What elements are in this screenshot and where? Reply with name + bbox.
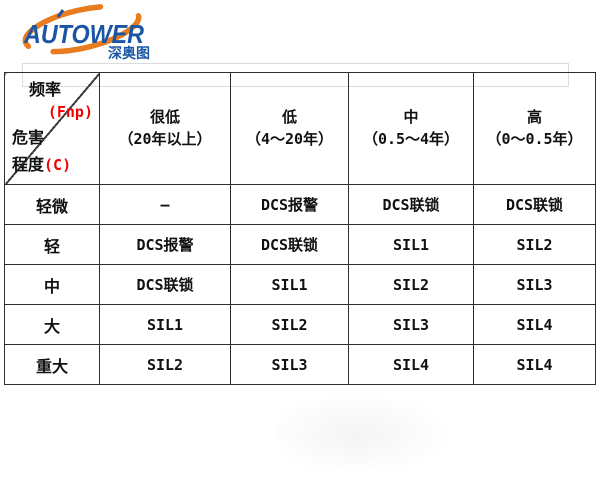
faint-watermark	[278, 398, 453, 478]
column-range: （20年以上）	[118, 129, 212, 148]
matrix-cell: SIL1	[99, 304, 231, 345]
logo-accent-mark	[56, 9, 65, 18]
matrix-cell: DCS联锁	[230, 224, 349, 265]
logo-brand-text: AUTOWER	[23, 19, 144, 49]
column-range: （0.5～4年）	[362, 129, 460, 148]
matrix-cell: SIL3	[230, 344, 349, 385]
matrix-cell: SIL4	[473, 344, 596, 385]
column-header-high: 高 （0～0.5年）	[473, 72, 596, 185]
matrix-cell: SIL4	[473, 304, 596, 345]
table-row-severe: 重大 SIL2 SIL3 SIL4 SIL4	[4, 344, 596, 385]
table-row-medium: 中 DCS联锁 SIL1 SIL2 SIL3	[4, 264, 596, 305]
row-label: 重大	[4, 344, 100, 385]
autower-logo: AUTOWER 深奥图	[22, 3, 150, 62]
logo-subtitle-text: 深奥图	[108, 45, 150, 62]
column-title: 中	[403, 107, 419, 126]
matrix-cell: DCS报警	[99, 224, 231, 265]
severity-code: (C)	[44, 156, 72, 174]
table-row-minor: 轻微 — DCS报警 DCS联锁 DCS联锁	[4, 184, 596, 225]
matrix-cell: DCS报警	[230, 184, 349, 225]
matrix-cell: SIL2	[99, 344, 231, 385]
frequency-code: (Fnp)	[47, 103, 93, 121]
matrix-cell: SIL3	[473, 264, 596, 305]
column-header-medium: 中 （0.5～4年）	[348, 72, 474, 185]
matrix-cell: SIL2	[348, 264, 474, 305]
table-row-light: 轻 DCS报警 DCS联锁 SIL1 SIL2	[4, 224, 596, 265]
matrix-cell: SIL1	[230, 264, 349, 305]
matrix-cell: DCS联锁	[473, 184, 596, 225]
frequency-label: 频率	[29, 80, 62, 99]
matrix-cell: SIL4	[348, 344, 474, 385]
matrix-cell: SIL2	[230, 304, 349, 345]
table-row-large: 大 SIL1 SIL2 SIL3 SIL4	[4, 304, 596, 345]
column-range: （4～20年）	[245, 129, 334, 148]
matrix-cell: DCS联锁	[348, 184, 474, 225]
column-range: （0～0.5年）	[486, 129, 583, 148]
severity-label-line2: 程度(C)	[12, 155, 72, 174]
row-label: 轻微	[4, 184, 100, 225]
corner-cell: 频率 (Fnp) 危害 程度(C)	[4, 72, 100, 185]
column-header-very-low: 很低 （20年以上）	[99, 72, 231, 185]
column-title: 低	[281, 107, 297, 126]
logo-swoosh-icon	[22, 3, 142, 55]
row-label: 中	[4, 264, 100, 305]
matrix-cell: SIL1	[348, 224, 474, 265]
row-label: 大	[4, 304, 100, 345]
matrix-cell: SIL3	[348, 304, 474, 345]
column-title: 很低	[149, 107, 180, 126]
sil-risk-matrix: 频率 (Fnp) 危害 程度(C) 很低 （20年以上） 低 （4～20年）	[4, 72, 596, 385]
matrix-cell: SIL2	[473, 224, 596, 265]
header-row: 频率 (Fnp) 危害 程度(C) 很低 （20年以上） 低 （4～20年）	[4, 72, 596, 185]
row-label: 轻	[4, 224, 100, 265]
matrix-cell: DCS联锁	[99, 264, 231, 305]
severity-label-line1: 危害	[12, 128, 45, 147]
column-title: 高	[526, 107, 542, 126]
matrix-cell: —	[99, 184, 231, 225]
column-header-low: 低 （4～20年）	[230, 72, 349, 185]
